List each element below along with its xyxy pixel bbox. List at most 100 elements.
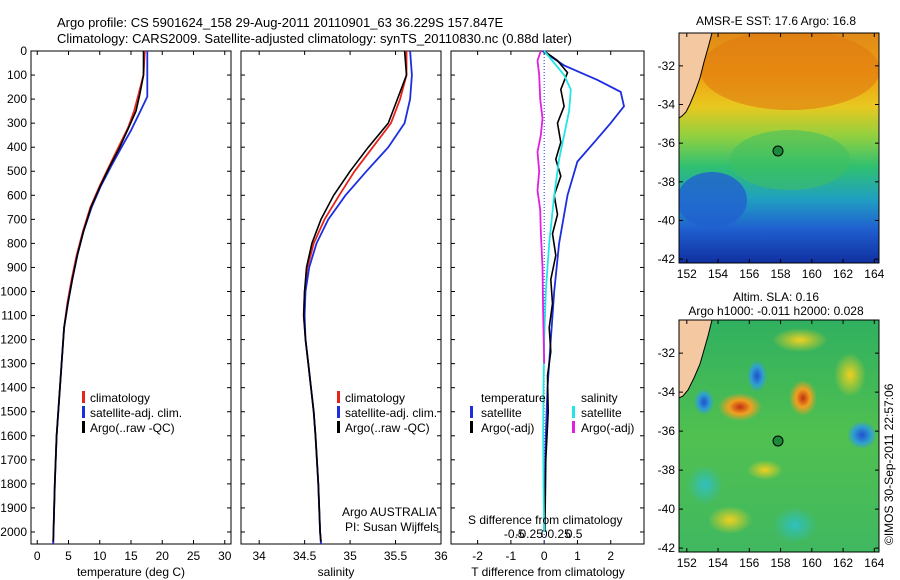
series-line-salinity-satellite (542, 50, 572, 533)
legend-swatch-satellite (337, 406, 340, 418)
depth-tick-label: 2000 (0, 525, 27, 539)
map-x-tick-label: 152 (677, 556, 697, 570)
depth-tick-label: 900 (7, 260, 27, 274)
series-line-temperature-satellite (542, 50, 625, 533)
legend-swatch-argo (337, 421, 340, 433)
legend-title-salinity: salinity (581, 391, 618, 405)
depth-tick-label: 600 (7, 188, 27, 202)
x-tick-label: 10 (93, 549, 107, 563)
map-y-tick-label: -32 (658, 346, 676, 360)
sla-warm-eddy-3 (772, 328, 828, 352)
sst-green-patch (730, 130, 850, 190)
sst-land (679, 33, 713, 119)
depth-tick-label: 1400 (0, 381, 27, 395)
depth-tick-label: 1700 (0, 453, 27, 467)
legend-label-satellite: satellite-adj. clim. (345, 406, 437, 420)
depth-tick-label: 1500 (0, 405, 27, 419)
series-line-salinity-argo-adj- (536, 50, 546, 364)
map-y-tick-label: -34 (658, 385, 676, 399)
credit-pi-label: PI: Susan Wijffels (345, 520, 439, 534)
sla-cool-eddy-4 (773, 507, 817, 543)
sla-cool-eddy-5 (687, 465, 723, 505)
sla-cool-eddy-2 (694, 389, 714, 415)
map-x-tick-label: 154 (708, 267, 728, 281)
legend-swatch-argo (82, 421, 85, 433)
map-y-tick-label: -36 (658, 424, 676, 438)
sla-warm-eddy-5 (708, 506, 752, 534)
sla-warm-eddy-2 (789, 380, 817, 416)
s-diff-tick-label: 0.25 (547, 527, 571, 541)
map-x-tick-label: 160 (802, 556, 822, 570)
sla-warm-eddy-6 (747, 460, 783, 480)
legend-label-s-satellite: satellite (581, 406, 622, 420)
sst-argo-marker (772, 145, 784, 157)
legend-swatch-s-satellite (572, 406, 575, 418)
difference-top-axis-label: S difference from climatology (468, 513, 623, 527)
salinity-axis-label: salinity (318, 565, 355, 579)
x-tick-label: 15 (124, 549, 138, 563)
map-x-tick-label: 164 (864, 556, 884, 570)
sla-argo-marker (772, 435, 784, 447)
depth-tick-label: 500 (7, 164, 27, 178)
temperature-legend: climatology satellite-adj. clim. Argo(..… (82, 391, 182, 435)
map-x-tick-label: 158 (771, 267, 791, 281)
map-x-tick-label: 160 (802, 267, 822, 281)
sla-land (679, 320, 713, 399)
map-y-tick-label: -40 (658, 213, 676, 227)
legend-swatch-climatology (82, 391, 85, 403)
legend-label-climatology: climatology (90, 391, 150, 405)
depth-tick-label: 1800 (0, 477, 27, 491)
x-tick-label: 34.5 (293, 549, 317, 563)
sst-warm-patch (700, 33, 879, 110)
salinity-legend: climatology satellite-adj. clim. Argo(..… (337, 391, 437, 435)
difference-legend: temperature salinity satellite Argo(-adj… (470, 391, 634, 435)
legend-swatch-satellite (82, 406, 85, 418)
sla-cool-eddy-3 (847, 421, 877, 449)
sst-map (679, 33, 879, 263)
sla-warm-eddy-4 (834, 353, 866, 397)
x-tick-label: 1 (574, 549, 581, 563)
temperature-axis-label: temperature (deg C) (77, 565, 185, 579)
depth-tick-label: 1600 (0, 429, 27, 443)
depth-tick-label: 800 (7, 236, 27, 250)
x-tick-label: 30 (218, 549, 232, 563)
depth-tick-label: 700 (7, 212, 27, 226)
series-line-temperature-argo-adj- (543, 50, 569, 533)
map-y-tick-label: -38 (658, 463, 676, 477)
map-y-tick-label: -34 (658, 98, 676, 112)
salinity-panel-frame (240, 50, 442, 545)
series-line-argo-raw-qc- (302, 50, 408, 542)
legend-swatch-t-satellite (470, 406, 473, 418)
sla-map-subtitle: Argo h1000: -0.011 h2000: 0.028 (688, 304, 864, 318)
series-line-climatology (302, 51, 408, 545)
x-tick-label: 20 (156, 549, 170, 563)
legend-label-climatology: climatology (345, 391, 405, 405)
legend-swatch-s-argo (572, 421, 575, 433)
x-tick-label: 2 (607, 549, 614, 563)
figure-title-line2: Climatology: CARS2009. Satellite-adjuste… (57, 31, 572, 46)
difference-axis-label: T difference from climatology (471, 565, 625, 579)
map-x-tick-label: 154 (708, 556, 728, 570)
x-tick-label: 0 (541, 549, 548, 563)
sst-cool-patch (679, 172, 747, 228)
series-line-argo-raw-qc- (52, 51, 145, 542)
s-diff-tick-label: 0.5 (566, 527, 583, 541)
depth-tick-label: 1200 (0, 333, 27, 347)
depth-tick-label: 200 (7, 92, 27, 106)
depth-tick-label: 0 (20, 44, 27, 58)
x-tick-label: 35 (343, 549, 357, 563)
figure-title-line1: Argo profile: CS 5901624_158 29-Aug-2011… (57, 15, 504, 30)
legend-swatch-t-argo (470, 421, 473, 433)
map-x-tick-label: 164 (864, 267, 884, 281)
x-tick-label: 5 (65, 549, 72, 563)
legend-label-argo: Argo(..raw -QC) (345, 421, 430, 435)
series-line-satellite-adj-clim- (52, 51, 149, 545)
legend-title-temperature: temperature (481, 391, 546, 405)
sst-map-frame (678, 32, 880, 264)
difference-panel-frame (450, 50, 645, 545)
map-y-tick-label: -38 (658, 175, 676, 189)
map-y-tick-label: -32 (658, 59, 676, 73)
sla-map-title: Altim. SLA: 0.16 (733, 290, 819, 304)
x-tick-label: 36 (434, 549, 448, 563)
sla-cool-eddy-1 (747, 360, 767, 392)
